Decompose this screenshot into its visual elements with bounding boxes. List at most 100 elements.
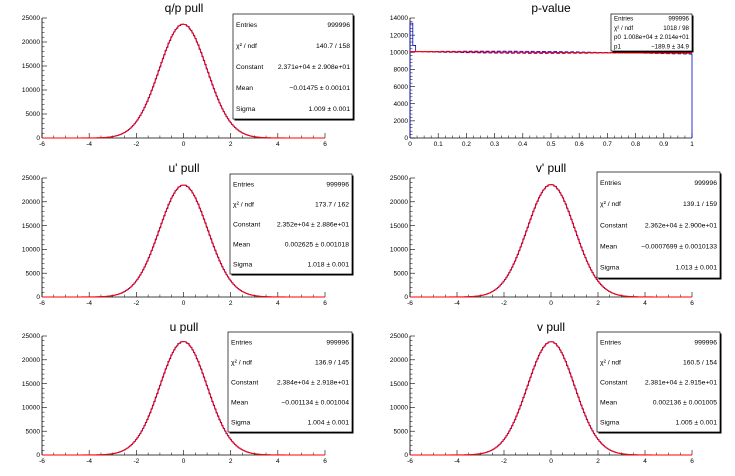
stats-label: Sigma [236,106,255,113]
stats-value: 999996 [694,180,717,187]
y-tick-label: 20000 [390,199,408,206]
stats-label: Entries [231,339,253,346]
stats-value: 2.362e+04 ± 2.900e+01 [645,222,717,229]
x-tick-label: 0.8 [631,141,640,148]
y-tick-label: 25000 [22,333,40,340]
stats-label: χ² / ndf [231,359,252,366]
stats-value: −0.0007699 ± 0.0010133 [641,243,717,250]
stats-label: Constant [600,222,627,229]
fit-curve [410,341,692,456]
x-tick-label: 6 [690,300,694,307]
x-tick-label: -4 [86,141,92,148]
panel-uprime: 0 5000 10000 15000 20000 25000 -6 -4 -2 0 2 4 6 u' pu… [22,161,354,307]
stats-value: 999996 [327,22,350,29]
x-tick-label: -4 [86,458,92,465]
x-tick-label: 4 [643,458,647,465]
stats-label: Constant [236,64,263,71]
stats-label: Mean [233,241,250,248]
stats-value: 140.7 / 158 [316,43,350,50]
y-tick-label: 0 [36,135,40,142]
stats-value: 1.008e+04 ± 2.014e+01 [623,34,689,41]
x-tick-label: -2 [501,458,507,465]
x-tick-label: -4 [454,458,460,465]
fit-curve [42,340,325,456]
x-tick-label: -6 [39,300,45,307]
panel-title: v' pull [536,161,566,175]
panel-title: q/p pull [165,1,204,15]
stats-label: p1 [614,43,621,50]
fit-curve [410,184,692,298]
stats-value: 1.004 ± 0.001 [307,419,349,426]
y-tick-label: 10000 [22,247,40,254]
stats-label: Mean [600,399,617,406]
x-tick-label: -2 [501,300,507,307]
y-tick-label: 20000 [22,199,40,206]
stats-label: Entries [233,181,255,188]
x-tick-label: 2 [229,141,233,148]
y-tick-label: 2000 [394,118,409,125]
stats-label: Constant [231,379,258,386]
stats-label: Sigma [600,419,619,426]
y-tick-label: 12000 [390,32,408,39]
stats-value: 2.381e+04 ± 2.915e+01 [645,379,717,386]
y-tick-label: 5000 [394,428,409,435]
stats-value: 139.1 / 159 [683,201,717,208]
x-tick-label: 4 [643,300,647,307]
stats-label: Sigma [231,419,250,426]
panel-title: u' pull [169,161,200,175]
y-tick-label: 10000 [22,87,40,94]
stats-label: Constant [600,379,627,386]
stats-value: 173.7 / 162 [315,201,349,208]
stats-box [596,171,721,279]
x-tick-label: 6 [323,458,327,465]
y-tick-label: 15000 [390,381,408,388]
stats-label: χ² / ndf [600,201,621,208]
x-tick-label: 2 [596,458,600,465]
panel-title: p-value [531,1,571,15]
stats-label: Mean [600,243,617,250]
x-tick-label: -6 [407,458,413,465]
y-tick-label: 5000 [26,428,41,435]
x-tick-label: 0.2 [462,141,471,148]
x-tick-label: 6 [690,458,694,465]
y-tick-label: 20000 [390,357,408,364]
x-tick-label: 0 [182,141,186,148]
stats-value: 1018 / 98 [663,25,689,32]
y-tick-label: 25000 [390,333,408,340]
stats-value: −0.01475 ± 0.00101 [289,85,350,92]
panel-title: u pull [170,320,199,334]
panel-u: 0 5000 10000 15000 20000 25000 -6 -4 -2 0 2 4 6 u pul… [22,320,354,465]
y-tick-label: 4000 [394,101,409,108]
x-tick-label: 0 [182,458,186,465]
x-tick-label: -6 [407,300,413,307]
x-tick-label: 0.4 [518,141,527,148]
y-tick-label: 25000 [22,175,40,182]
stats-label: χ² / ndf [233,201,254,208]
stats-box [227,331,353,433]
stats-value: 160.5 / 154 [683,359,717,366]
x-tick-label: 0 [549,458,553,465]
stats-label: Entries [600,339,622,346]
x-tick-label: 4 [276,300,280,307]
x-tick-label: -2 [133,141,139,148]
x-tick-label: 0 [549,300,553,307]
x-tick-label: -6 [39,458,45,465]
x-tick-label: -4 [86,300,92,307]
x-tick-label: 4 [276,458,280,465]
y-tick-label: 5000 [26,111,41,118]
x-tick-label: -2 [133,300,139,307]
stats-box [229,173,353,275]
panel-pvalue: 0 2000 4000 6000 8000 10000 12000 14000 0 0.1 0.2 0… [390,1,694,148]
y-tick-label: 14000 [390,15,408,22]
stats-label: Sigma [233,261,252,268]
panel-qp: 0 5000 10000 15000 20000 25000 -6 -4 -2 0 2 4 6 q/p p… [22,1,355,148]
stats-label: χ² / ndf [600,359,621,366]
fit-curve [42,23,325,139]
stats-value: 999996 [668,16,689,23]
y-tick-label: 15000 [22,223,40,230]
stats-value: 1.018 ± 0.001 [307,261,349,268]
x-tick-label: 2 [596,300,600,307]
x-tick-label: 2 [229,458,233,465]
y-tick-label: 8000 [394,67,409,74]
